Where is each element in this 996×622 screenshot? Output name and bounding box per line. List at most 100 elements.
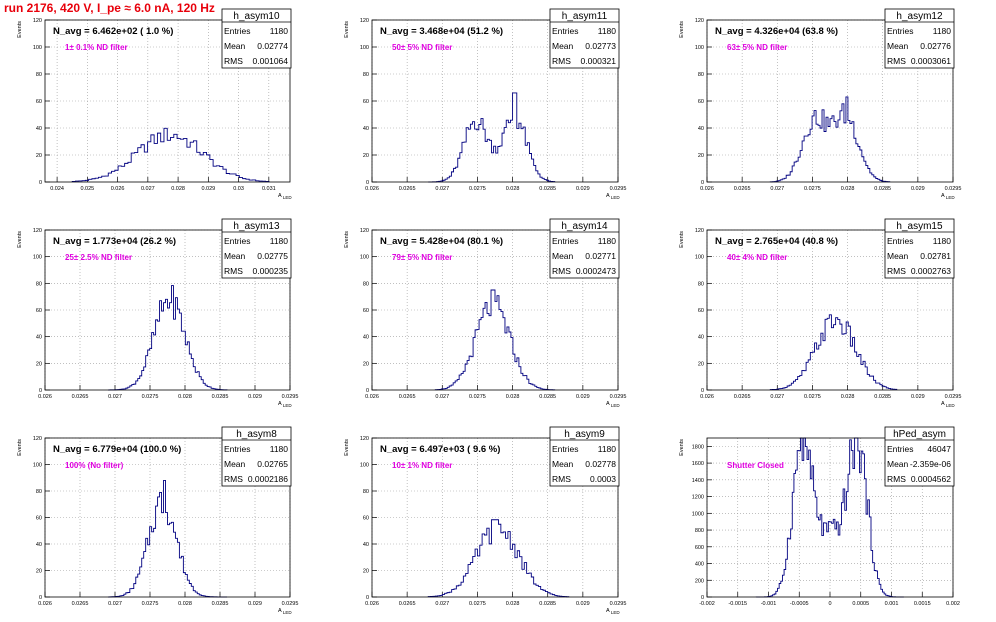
x-tick-label: 0.029 <box>248 601 262 607</box>
histogram-series <box>427 519 570 598</box>
y-tick-label: 60 <box>363 308 369 314</box>
n-avg-label: N_avg = 6.779e+04 (100.0 %) <box>53 444 181 455</box>
histogram-panel: 0 20 40 60 80 100 120 0.026 0.0265 0.027 0.0275 0.0… <box>17 426 298 615</box>
x-tick-label: 0.0265 <box>399 186 416 192</box>
y-tick-label: 80 <box>698 72 704 78</box>
x-tick-label: 0.0275 <box>142 601 159 607</box>
stats-label: Mean <box>887 251 909 261</box>
histogram-panel: 0 20 40 60 80 100 120 0.026 0.0265 0.027 0.0275 0.0… <box>679 218 961 408</box>
histogram-series <box>108 479 227 598</box>
stats-value: 0.0004562 <box>911 474 951 484</box>
stats-title: h_asym13 <box>233 221 280 232</box>
y-tick-label: 20 <box>698 361 704 367</box>
stats-value: 0.0003 <box>590 474 616 484</box>
x-tick-label: 0.029 <box>911 394 925 400</box>
y-tick-label: 20 <box>363 569 369 575</box>
plot-frame <box>706 437 954 598</box>
x-tick-label: 0.0265 <box>734 186 751 192</box>
histogram-series <box>769 96 891 183</box>
x-tick-label: 0.0265 <box>72 394 89 400</box>
stats-title: h_asym14 <box>561 221 608 232</box>
stats-label: Mean <box>887 41 909 51</box>
stats-title: h_asym11 <box>562 11 608 22</box>
y-tick-label: 120 <box>695 228 704 234</box>
stats-label: RMS <box>224 474 243 484</box>
stats-label: RMS <box>887 266 906 276</box>
y-axis-label: Events <box>679 231 685 248</box>
x-tick-label: 0.0285 <box>539 394 556 400</box>
stats-label: RMS <box>552 474 571 484</box>
x-tick-label: 0.026 <box>365 186 379 192</box>
stats-value: 1180 <box>598 26 617 36</box>
y-tick-label: 0 <box>366 595 369 601</box>
stats-box <box>221 8 292 69</box>
y-tick-label: 400 <box>695 562 704 568</box>
x-tick-label: 0.0275 <box>804 186 821 192</box>
y-tick-label: 100 <box>33 45 42 51</box>
plot-frame <box>44 437 291 598</box>
stats-label: Entries <box>224 444 250 454</box>
x-axis-label: A LED <box>606 193 620 200</box>
x-tick-label: 0.025 <box>80 186 94 192</box>
y-tick-label: 80 <box>698 281 704 287</box>
y-tick-label: 80 <box>36 489 42 495</box>
stats-value: 0.000235 <box>253 266 289 276</box>
x-axis-label: A LED <box>941 193 955 200</box>
stats-value: 0.02771 <box>585 251 616 261</box>
x-axis-label: A LED <box>606 608 620 615</box>
x-tick-label: 0.0275 <box>804 394 821 400</box>
stats-value: 1180 <box>598 236 617 246</box>
y-axis-label: Events <box>344 439 350 456</box>
histogram-panel: 0 20 40 60 80 100 120 0.026 0.0265 0.027 0.0275 0.0… <box>17 218 298 408</box>
y-tick-label: 60 <box>36 99 42 105</box>
stats-label: Entries <box>552 236 578 246</box>
x-tick-label: 0.0265 <box>72 601 89 607</box>
y-tick-label: 1800 <box>692 444 704 450</box>
y-tick-label: 1600 <box>692 461 704 467</box>
stats-value: 0.02778 <box>585 459 616 469</box>
histogram-panel: 0 20 40 60 80 100 120 0.026 0.0265 0.027 0.0275 0.0… <box>344 426 626 615</box>
n-avg-label: N_avg = 6.497e+03 ( 9.6 %) <box>380 444 500 455</box>
stats-label: Entries <box>552 26 578 36</box>
filter-label: 25± 2.5% ND filter <box>65 253 132 262</box>
x-tick-label: 0.03 <box>233 186 244 192</box>
x-tick-label: 0.0285 <box>539 186 556 192</box>
x-tick-label: 0.028 <box>171 186 185 192</box>
y-tick-label: 1400 <box>692 478 704 484</box>
y-tick-label: 20 <box>363 153 369 159</box>
x-tick-label: 0.0295 <box>610 186 627 192</box>
x-tick-label: 0.027 <box>770 186 784 192</box>
stats-label: Mean <box>224 459 246 469</box>
stats-label: Mean <box>224 251 246 261</box>
filter-label: 100% (No filter) <box>65 461 124 470</box>
y-tick-label: 40 <box>698 126 704 132</box>
y-tick-label: 0 <box>701 180 704 186</box>
y-axis-label: Events <box>679 439 685 456</box>
stats-value: 0.0003061 <box>911 56 951 66</box>
n-avg-label: N_avg = 2.765e+04 (40.8 %) <box>715 236 838 247</box>
y-tick-label: 40 <box>363 542 369 548</box>
plot-frame <box>44 229 291 391</box>
histogram-panel: 0 20 40 60 80 100 120 0.026 0.0265 0.027 0.0275 0.0… <box>344 218 627 408</box>
plot-frame <box>371 437 619 598</box>
x-tick-label: 0.027 <box>141 186 155 192</box>
x-tick-label: 0.0295 <box>610 394 627 400</box>
x-tick-label: 0.024 <box>50 186 64 192</box>
stats-box <box>549 8 620 69</box>
y-tick-label: 200 <box>695 578 704 584</box>
x-tick-label: 0.0285 <box>212 394 229 400</box>
y-tick-label: 120 <box>360 18 369 24</box>
stats-value: 0.02765 <box>257 459 288 469</box>
histogram-series <box>755 437 904 598</box>
stats-label: RMS <box>224 56 243 66</box>
y-tick-label: 1000 <box>692 511 704 517</box>
y-tick-label: 40 <box>36 542 42 548</box>
stats-box <box>884 426 955 487</box>
y-tick-label: 40 <box>698 335 704 341</box>
y-tick-label: 0 <box>39 180 42 186</box>
plot-frame <box>706 229 954 391</box>
x-tick-label: 0.0275 <box>142 394 159 400</box>
y-tick-label: 0 <box>366 388 369 394</box>
x-tick-label: 0.0275 <box>469 394 486 400</box>
y-tick-label: 40 <box>36 335 42 341</box>
